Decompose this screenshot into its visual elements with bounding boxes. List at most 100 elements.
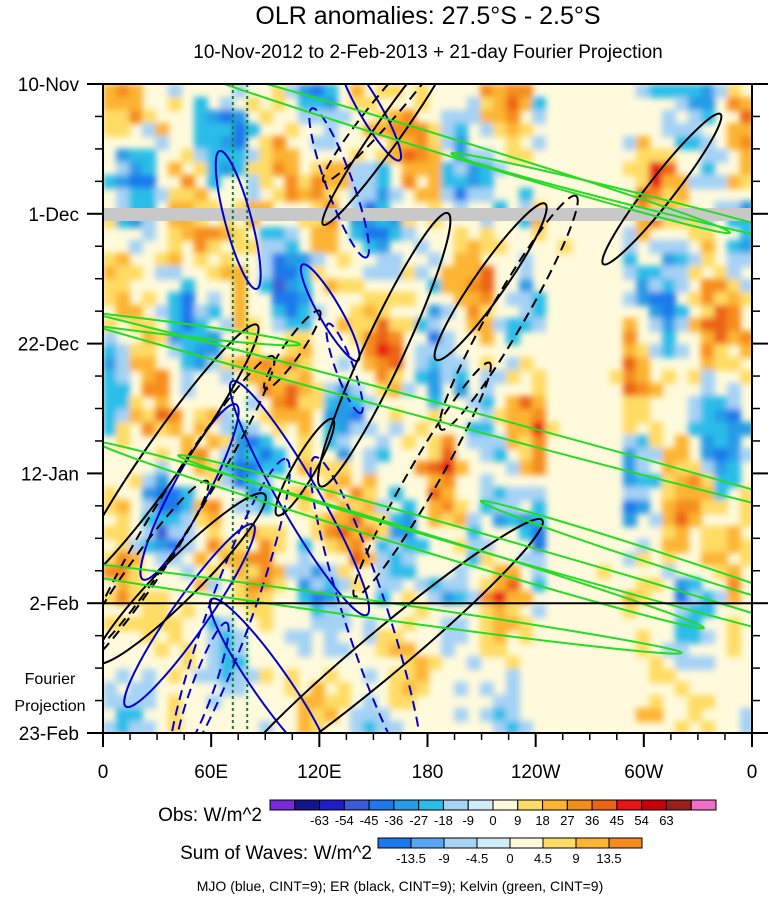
anomaly-cell: [506, 422, 520, 436]
anomaly-cell: [311, 617, 325, 631]
anomaly-cell: [116, 97, 130, 111]
anomaly-cell: [428, 448, 442, 462]
anomaly-cell: [636, 344, 650, 358]
anomaly-cell: [480, 474, 494, 488]
anomaly-cell: [493, 318, 507, 332]
anomaly-cell: [441, 357, 455, 371]
anomaly-cell: [649, 162, 663, 176]
anomaly-cell: [740, 162, 752, 176]
anomaly-cell: [480, 435, 494, 449]
colorbar-swatch: [509, 837, 544, 849]
colorbar-swatch: [393, 799, 420, 811]
anomaly-cell: [376, 253, 390, 267]
anomaly-cell: [337, 643, 351, 657]
colorbar-swatch: [418, 799, 444, 811]
anomaly-cell: [506, 136, 520, 150]
anomaly-cell: [142, 110, 156, 124]
anomaly-cell: [402, 656, 416, 670]
anomaly-cell: [259, 266, 273, 280]
anomaly-cell: [389, 409, 403, 423]
anomaly-cell: [701, 253, 715, 267]
anomaly-cell: [636, 643, 650, 657]
anomaly-cell: [428, 474, 442, 488]
anomaly-cell: [207, 292, 221, 306]
anomaly-cell: [532, 461, 546, 475]
anomaly-cell: [714, 344, 728, 358]
anomaly-cell: [350, 552, 364, 566]
anomaly-cell: [454, 461, 468, 475]
anomaly-cell: [116, 669, 130, 683]
anomaly-cell: [116, 253, 130, 267]
anomaly-cell: [467, 110, 481, 124]
anomaly-cell: [363, 461, 377, 475]
anomaly-cell: [220, 370, 234, 384]
anomaly-cell: [233, 318, 247, 332]
anomaly-cell: [675, 487, 689, 501]
anomaly-cell: [675, 591, 689, 605]
anomaly-cell: [480, 643, 494, 657]
anomaly-cell: [129, 357, 143, 371]
anomaly-cell: [675, 344, 689, 358]
colorbar-swatch: [476, 837, 511, 849]
anomaly-cell: [207, 539, 221, 553]
anomaly-cell: [103, 110, 117, 124]
anomaly-cell: [168, 318, 182, 332]
anomaly-cell: [688, 617, 702, 631]
anomaly-cell: [428, 461, 442, 475]
anomaly-cell: [636, 487, 650, 501]
x-tick-label: 0: [747, 762, 758, 783]
anomaly-cell: [740, 110, 752, 124]
colorbar-swatch: [442, 799, 469, 811]
anomaly-cell: [675, 305, 689, 319]
anomaly-cell: [116, 721, 130, 733]
anomaly-cell: [155, 526, 169, 540]
anomaly-cell: [662, 370, 676, 384]
anomaly-cell: [233, 630, 247, 644]
anomaly-cell: [415, 188, 429, 202]
anomaly-cell: [714, 500, 728, 514]
anomaly-cell: [519, 318, 533, 332]
anomaly-cell: [402, 552, 416, 566]
anomaly-cell: [285, 318, 299, 332]
anomaly-cell: [415, 162, 429, 176]
anomaly-cell: [246, 188, 260, 202]
anomaly-cell: [116, 591, 130, 605]
anomaly-cell: [493, 578, 507, 592]
anomaly-cell: [155, 305, 169, 319]
anomaly-cell: [363, 162, 377, 176]
anomaly-cell: [298, 591, 312, 605]
anomaly-cell: [714, 357, 728, 371]
anomaly-cell: [688, 227, 702, 241]
anomaly-cell: [506, 591, 520, 605]
colorbar-level-label: 36: [585, 813, 599, 828]
anomaly-cell: [207, 305, 221, 319]
anomaly-cell: [233, 227, 247, 241]
anomaly-cell: [259, 279, 273, 293]
anomaly-cell: [168, 669, 182, 683]
anomaly-cell: [103, 721, 117, 733]
anomaly-cell: [493, 370, 507, 384]
anomaly-cell: [688, 253, 702, 267]
anomaly-cell: [311, 695, 325, 709]
anomaly-cell: [129, 344, 143, 358]
anomaly-cell: [480, 396, 494, 410]
anomaly-cell: [688, 318, 702, 332]
anomaly-cell: [298, 331, 312, 345]
anomaly-cell: [532, 318, 546, 332]
anomaly-cell: [259, 604, 273, 618]
anomaly-cell: [116, 110, 130, 124]
anomaly-cell: [207, 578, 221, 592]
anomaly-cell: [116, 383, 130, 397]
anomaly-cell: [324, 604, 338, 618]
anomaly-cell: [480, 97, 494, 111]
anomaly-cell: [233, 539, 247, 553]
anomaly-cell: [246, 604, 260, 618]
anomaly-cell: [194, 669, 208, 683]
anomaly-cell: [142, 357, 156, 371]
anomaly-cell: [519, 409, 533, 423]
anomaly-cell: [428, 253, 442, 267]
anomaly-cell: [194, 149, 208, 163]
anomaly-cell: [662, 513, 676, 527]
anomaly-cell: [428, 656, 442, 670]
anomaly-cell: [272, 539, 286, 553]
